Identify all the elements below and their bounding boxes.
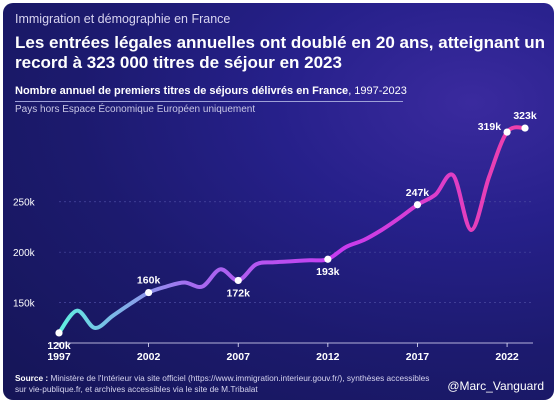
x-tick-label: 1997	[47, 351, 71, 363]
chart-subtitle: Nombre annuel de premiers titres de séjo…	[15, 85, 407, 97]
data-point-marker	[234, 276, 242, 285]
source-note: Source : Ministère de l'Intérieur via si…	[15, 373, 435, 395]
chart-scope-note: Pays hors Espace Économique Européen uni…	[15, 104, 256, 115]
chart-headline: Les entrées légales annuelles ont doublé…	[15, 33, 545, 72]
data-point-marker	[503, 128, 511, 136]
author-credit: @Marc_Vanguard	[447, 379, 544, 393]
data-label: 160k	[137, 275, 161, 287]
series-line	[57, 125, 527, 335]
x-tick-label: 2007	[227, 351, 251, 363]
data-label: 247k	[406, 187, 430, 199]
subtitle-bold: Nombre annuel de premiers titres de séjo…	[15, 85, 349, 97]
data-point-marker	[413, 201, 422, 209]
subtitle-years: , 1997-2023	[348, 85, 407, 97]
x-tick-label: 2012	[316, 351, 340, 363]
data-point-marker	[521, 124, 529, 132]
data-point-marker	[324, 255, 332, 263]
source-label: Source :	[15, 373, 49, 383]
chart-kicker: Immigration et démographie en France	[15, 12, 231, 26]
data-point-marker	[55, 329, 63, 337]
y-tick-label: 250k	[13, 198, 36, 209]
subtitle-underline	[15, 101, 403, 102]
x-tick-label: 2017	[406, 351, 430, 363]
data-label: 323k	[513, 110, 537, 122]
data-label: 172k	[227, 287, 251, 299]
data-label: 193k	[316, 266, 340, 278]
chart-card: Immigration et démographie en France Les…	[3, 3, 554, 400]
data-point-marker	[145, 288, 153, 297]
x-tick-label: 2002	[137, 351, 161, 363]
source-text: Ministère de l'Intérieur via site offici…	[15, 373, 430, 394]
line-chart: 150k 200k 250k 1997 2002 2007 2012 2017 2022 120k…	[13, 110, 537, 363]
x-tick-label: 2022	[495, 351, 519, 363]
y-tick-label: 150k	[13, 299, 36, 310]
data-label: 120k	[47, 340, 71, 352]
y-tick-label: 200k	[13, 248, 36, 259]
data-label: 319k	[478, 121, 502, 133]
